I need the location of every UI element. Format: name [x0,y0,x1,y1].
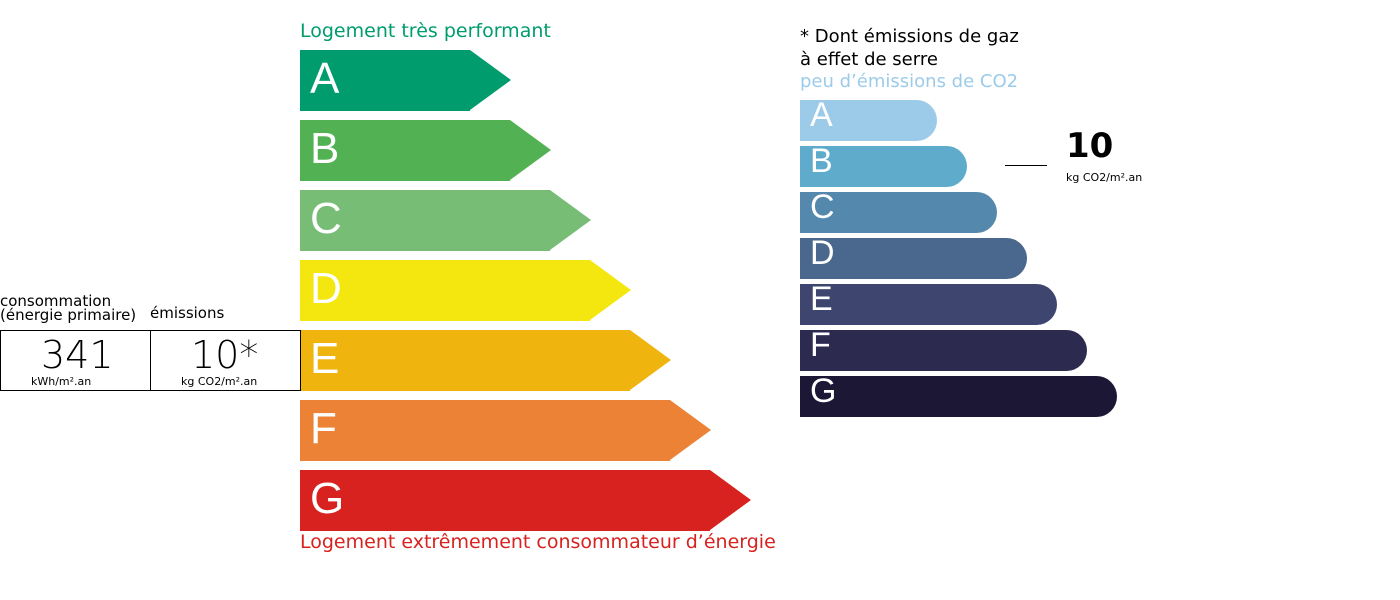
ghg-class-letter: A [810,96,833,134]
ghg-class-letter: B [810,142,833,180]
ghg-class-g: G [800,372,1117,417]
ghg-class-letter: G [810,372,837,410]
ghg-class-d: D [800,234,1027,279]
ghg-class-a: A [800,96,937,141]
ghg-top-label: peu d’émissions de CO2 [800,71,1019,92]
ghg-note-line1: * Dont émissions de gaz [800,26,1019,47]
ghg-class-b: B [800,142,967,187]
ghg-class-e: E [800,280,1057,325]
energy-bar-body [300,120,510,181]
emissions-box: 10* kg CO2/m².an [150,330,301,391]
energy-bar-body [300,260,590,321]
energy-bar-arrow [590,260,631,320]
ghg-note-line2: à effet de serre [800,49,938,70]
energy-bar-body [300,50,470,111]
ghg-class-letter: F [810,326,831,364]
energy-bar-arrow [710,470,751,530]
energy-bar-arrow [470,50,511,110]
energy-class-letter: C [310,194,342,243]
ghg-class-letter: E [810,280,833,318]
consumption-label: consommation (énergie primaire) [0,292,137,324]
ghg-class-letter: D [810,234,835,272]
ghg-unit: kg CO2/m².an [1066,171,1143,184]
energy-class-letter: G [310,474,345,523]
energy-bar-body [300,190,550,251]
ghg-class-c: C [800,188,997,233]
consumption-value: 341 [41,333,114,377]
consumption-box: 341 kWh/m².an [0,330,151,391]
energy-class-letter: A [310,54,340,103]
energy-class-letter: F [310,404,337,453]
energy-class-letter: D [310,264,342,313]
energy-class-letter: B [310,124,340,173]
ghg-class-f: F [800,326,1087,371]
energy-bar-arrow [550,190,591,250]
energy-bar-arrow [670,400,711,460]
energy-bottom-label: Logement extrêmement consommateur d’éner… [300,531,776,553]
consumption-label-line2: (énergie primaire) [0,306,137,324]
emissions-value: 10* [191,333,259,377]
energy-bar-body [300,470,710,531]
ghg-value: 10 [1066,126,1114,166]
ghg-class-letter: C [810,188,835,226]
ghg-indicator-line [1005,165,1047,166]
energy-bar-body [300,400,670,461]
energy-bar-body [300,330,630,391]
ghg-note: * Dont émissions de gaz à effet de serre [800,25,1019,71]
energy-class-letter: E [310,334,340,383]
emissions-label: émissions [150,304,225,322]
energy-bar-arrow [510,120,551,180]
energy-top-label: Logement très performant [300,20,551,42]
energy-bar-arrow [630,330,671,390]
emissions-unit: kg CO2/m².an [181,375,258,388]
consumption-unit: kWh/m².an [31,375,92,388]
consumption-label-line1: consommation [0,292,112,310]
